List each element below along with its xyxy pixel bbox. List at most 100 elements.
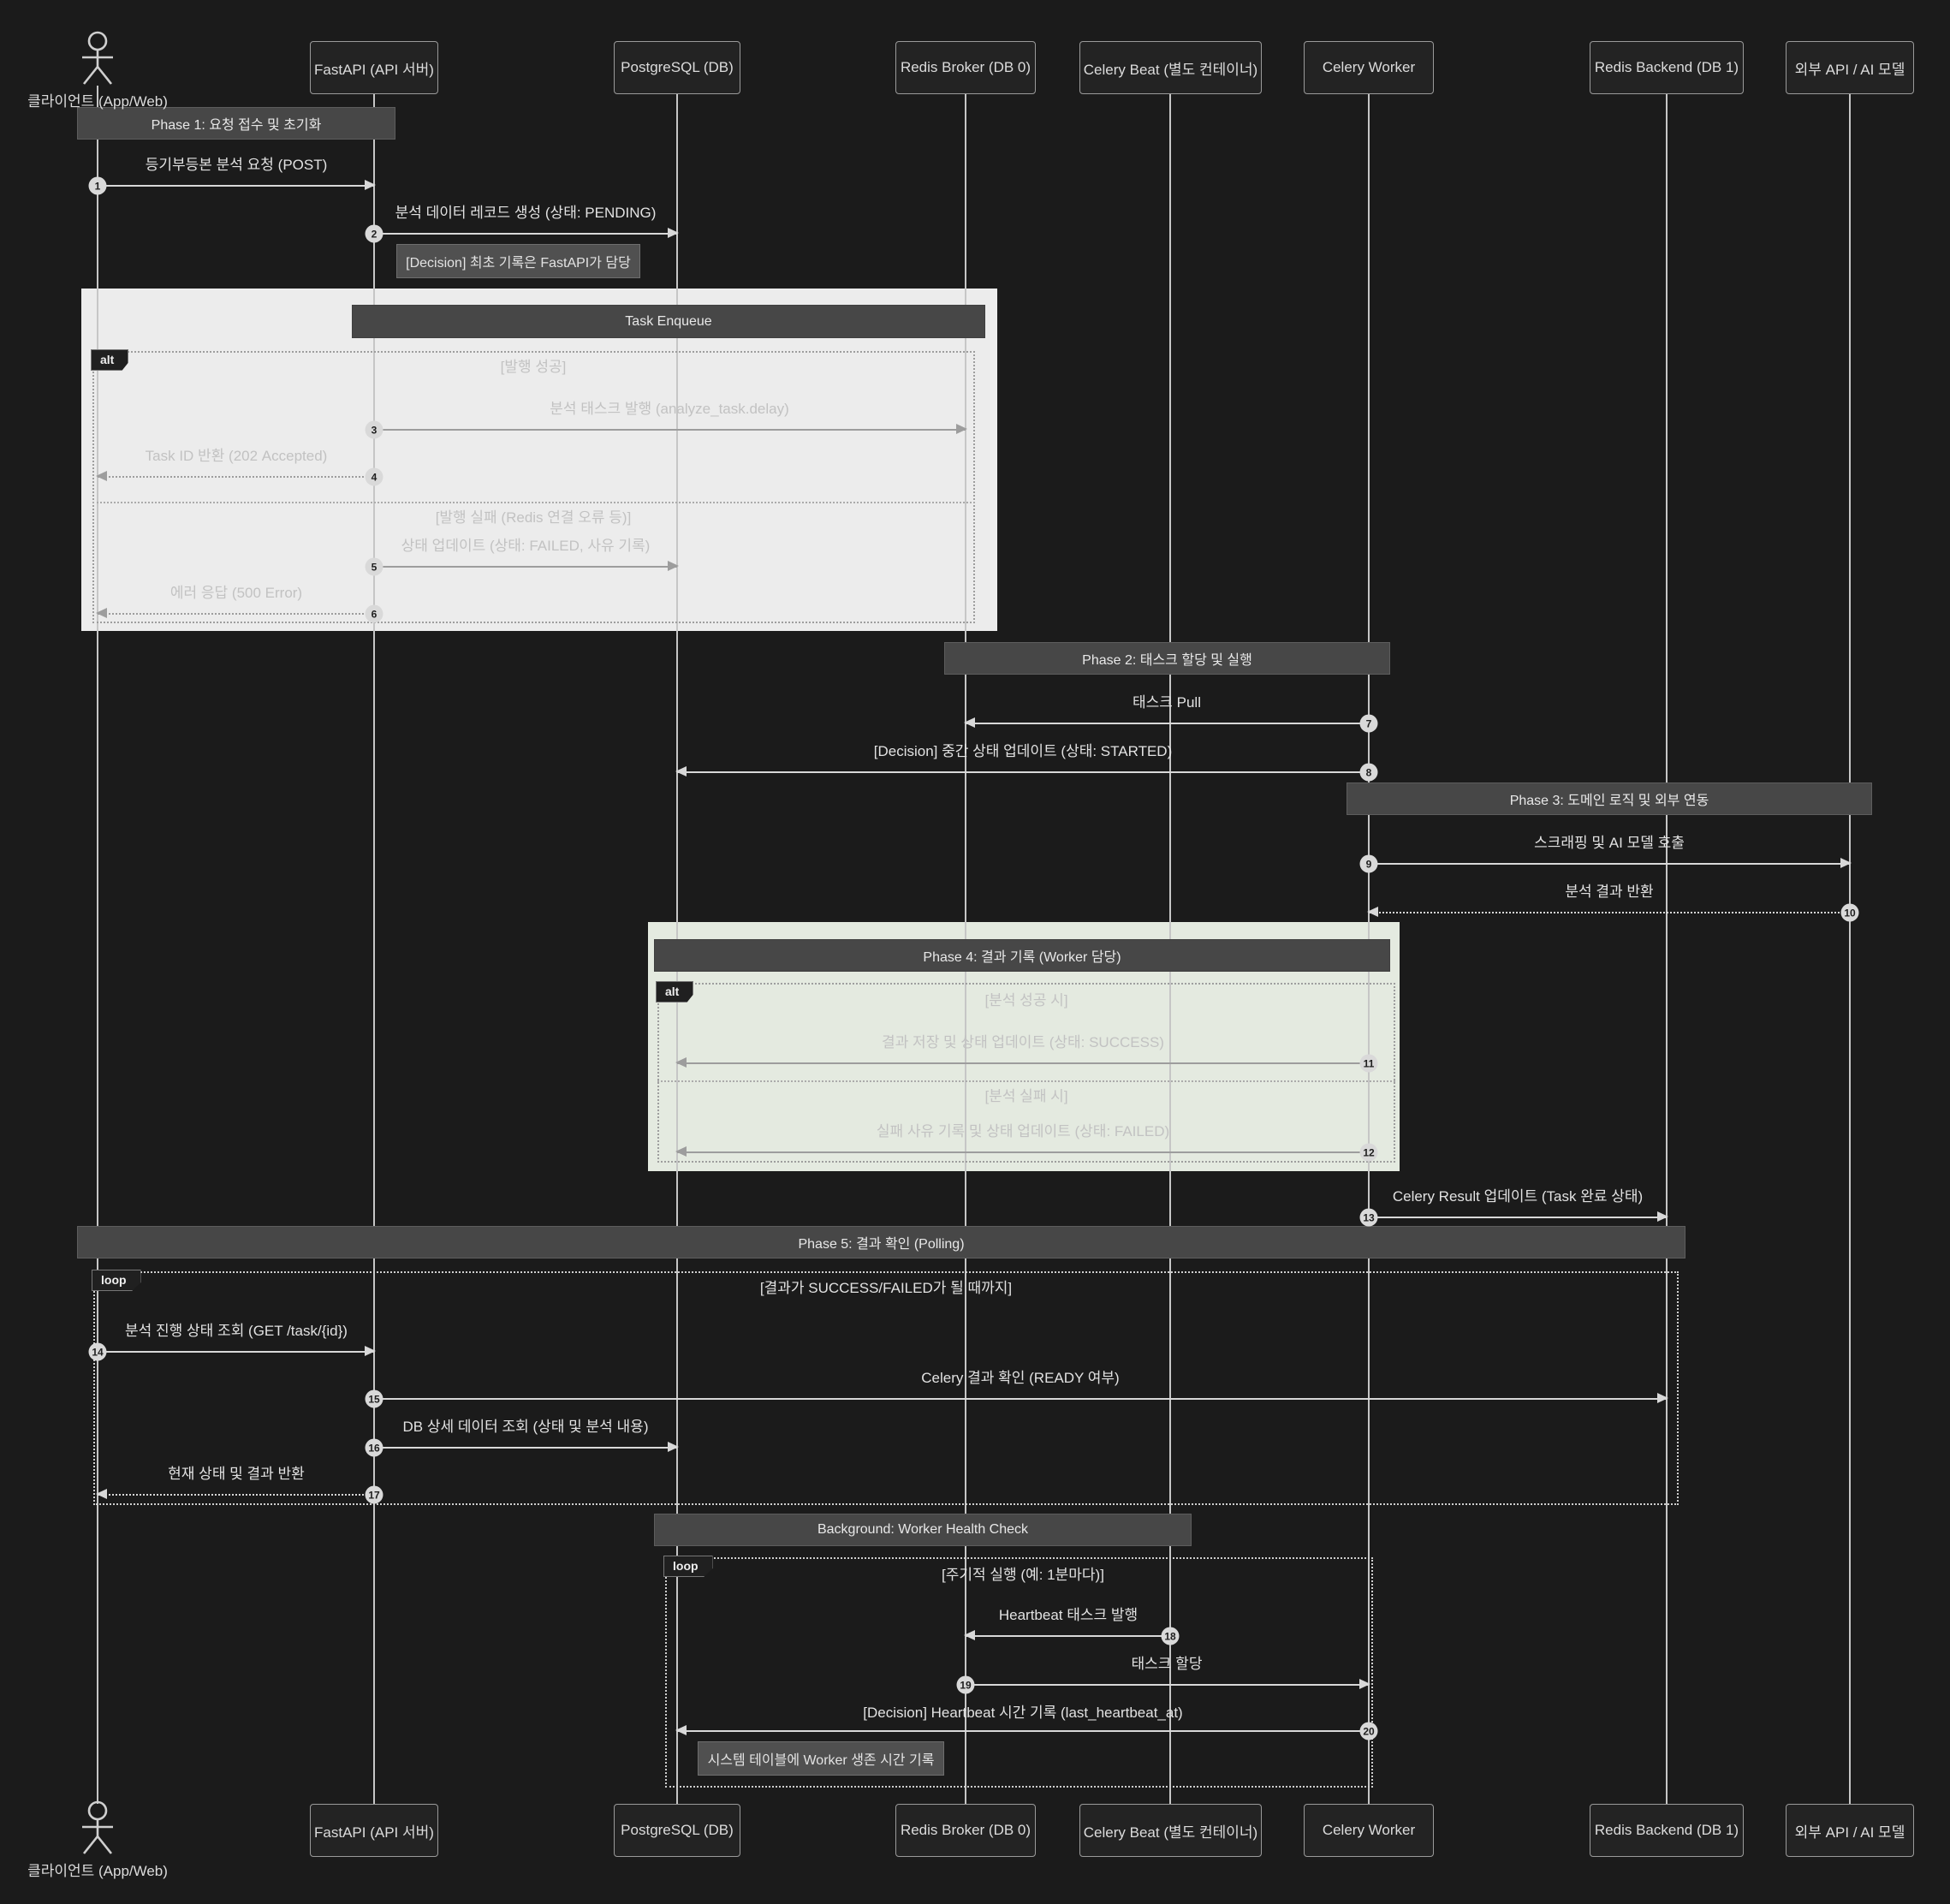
message-7-arrow <box>964 717 1369 728</box>
message-3-arrow <box>374 424 967 434</box>
message-8-number: 8 <box>1359 763 1378 782</box>
message-9-number: 9 <box>1359 854 1378 873</box>
participant-top-redis-backend: Redis Backend (DB 1) <box>1590 41 1744 94</box>
participant-top-redis-broker: Redis Broker (DB 0) <box>895 41 1036 94</box>
loop1-keyword-tab: loop <box>92 1270 141 1291</box>
phase4-bar: Phase 4: 결과 기록 (Worker 담당) <box>654 939 1390 972</box>
participant-top-celery-worker: Celery Worker <box>1304 41 1434 94</box>
alt1-divider <box>92 502 975 503</box>
message-8-label: [Decision] 중간 상태 업데이트 (상태: STARTED) <box>873 743 1173 759</box>
alt1-frame <box>92 351 975 623</box>
task-enqueue-block-background <box>81 289 997 631</box>
message-10-label: 분석 결과 반환 <box>1565 884 1654 900</box>
participant-bottom-fastapi: FastAPI (API 서버) <box>310 1804 438 1857</box>
client-actor-icon-top <box>82 31 113 85</box>
message-14-number: 14 <box>88 1342 107 1361</box>
alt2-case1-label: [분석 성공 시] <box>984 992 1068 1009</box>
decision-note-fastapi: [Decision] 최초 기록은 FastAPI가 담당 <box>396 244 640 278</box>
message-2-arrow <box>374 228 679 238</box>
worker-heartbeat-note: 시스템 테이블에 Worker 생존 시간 기록 <box>698 1741 944 1776</box>
lifeline-fastapi <box>373 94 375 1804</box>
loop2-frame <box>665 1557 1373 1788</box>
message-12-number: 12 <box>1359 1143 1378 1162</box>
loop1-frame <box>93 1271 1679 1505</box>
message-14-arrow <box>98 1346 376 1356</box>
message-2-number: 2 <box>365 224 383 243</box>
message-4-label: Task ID 반환 (202 Accepted) <box>145 448 328 464</box>
message-1-label: 등기부등본 분석 요청 (POST) <box>145 157 328 173</box>
message-3-number: 3 <box>365 420 383 439</box>
message-11-label: 결과 저장 및 상태 업데이트 (상태: SUCCESS) <box>882 1034 1164 1050</box>
message-12-label: 실패 사유 기록 및 상태 업데이트 (상태: FAILED) <box>876 1123 1170 1139</box>
message-16-arrow <box>374 1442 679 1452</box>
message-16-number: 16 <box>365 1438 383 1457</box>
participant-bottom-client: 클라이언트 (App/Web) <box>27 1863 168 1879</box>
message-12-arrow <box>675 1146 1369 1157</box>
message-20-arrow <box>675 1725 1369 1735</box>
message-11-arrow <box>675 1057 1369 1068</box>
participant-top-client: 클라이언트 (App/Web) <box>27 93 168 110</box>
task-enqueue-bar: Task Enqueue <box>352 305 985 338</box>
message-19-number: 19 <box>956 1675 975 1694</box>
message-17-arrow <box>96 1489 374 1499</box>
background-health-check-bar: Background: Worker Health Check <box>654 1514 1192 1546</box>
message-5-number: 5 <box>365 557 383 576</box>
participant-bottom-postgresql: PostgreSQL (DB) <box>614 1804 740 1857</box>
loop1-condition-label: [결과가 SUCCESS/FAILED가 될 때까지] <box>759 1280 1013 1296</box>
message-7-number: 7 <box>1359 714 1378 733</box>
message-18-number: 18 <box>1161 1627 1180 1645</box>
lifeline-client <box>97 86 98 1804</box>
participant-bottom-celery-worker: Celery Worker <box>1304 1804 1434 1857</box>
message-15-number: 15 <box>365 1389 383 1408</box>
message-4-arrow <box>96 471 374 481</box>
message-5-label: 상태 업데이트 (상태: FAILED, 사유 기록) <box>401 538 651 554</box>
message-14-label: 분석 진행 상태 조회 (GET /task/{id}) <box>125 1323 348 1339</box>
message-13-label: Celery Result 업데이트 (Task 완료 상태) <box>1392 1188 1644 1205</box>
message-18-arrow <box>964 1630 1170 1640</box>
message-6-arrow <box>96 608 374 618</box>
participant-top-fastapi: FastAPI (API 서버) <box>310 41 438 94</box>
message-1-arrow <box>98 180 376 190</box>
alt2-keyword-tab: alt <box>656 981 694 1003</box>
loop2-condition-label: [주기적 실행 (예: 1분마다)] <box>942 1567 1104 1583</box>
message-20-label: [Decision] Heartbeat 시간 기록 (last_heartbe… <box>863 1705 1183 1721</box>
message-2-label: 분석 데이터 레코드 생성 (상태: PENDING) <box>395 205 657 221</box>
participant-bottom-redis-broker: Redis Broker (DB 0) <box>895 1804 1036 1857</box>
message-11-number: 11 <box>1359 1054 1378 1073</box>
message-6-label: 에러 응답 (500 Error) <box>169 585 303 601</box>
lifeline-external-api <box>1849 94 1851 1804</box>
client-actor-icon-bottom <box>82 1800 113 1854</box>
alt1-case2-label: [발행 실패 (Redis 연결 오류 등)] <box>435 509 632 526</box>
message-15-label: Celery 결과 확인 (READY 여부) <box>921 1370 1120 1386</box>
alt1-case1-label: [발행 성공] <box>500 359 567 375</box>
message-17-number: 17 <box>365 1485 383 1504</box>
alt2-divider <box>657 1080 1395 1082</box>
phase2-bar: Phase 2: 태스크 할당 및 실행 <box>944 642 1390 675</box>
message-18-label: Heartbeat 태스크 발행 <box>998 1607 1138 1623</box>
alt2-case2-label: [분석 실패 시] <box>984 1088 1068 1104</box>
message-10-arrow <box>1367 907 1850 917</box>
message-13-number: 13 <box>1359 1208 1378 1227</box>
message-5-arrow <box>374 561 679 571</box>
message-4-number: 4 <box>365 467 383 486</box>
alt1-keyword-tab: alt <box>91 349 129 371</box>
message-9-label: 스크래핑 및 AI 모델 호출 <box>1534 835 1685 851</box>
phase5-bar: Phase 5: 결과 확인 (Polling) <box>77 1226 1685 1258</box>
message-8-arrow <box>675 766 1369 776</box>
message-17-label: 현재 상태 및 결과 반환 <box>168 1466 305 1482</box>
message-20-number: 20 <box>1359 1722 1378 1740</box>
message-7-label: 태스크 Pull <box>1133 694 1201 711</box>
message-19-arrow <box>966 1679 1370 1689</box>
participant-top-external-api: 외부 API / AI 모델 <box>1786 41 1914 94</box>
participant-bottom-external-api: 외부 API / AI 모델 <box>1786 1804 1914 1857</box>
message-15-arrow <box>374 1393 1668 1403</box>
message-6-number: 6 <box>365 604 383 623</box>
message-13-arrow <box>1369 1211 1668 1222</box>
participant-bottom-redis-backend: Redis Backend (DB 1) <box>1590 1804 1744 1857</box>
phase1-bar: Phase 1: 요청 접수 및 초기화 <box>77 107 395 140</box>
lifeline-redis-backend <box>1666 94 1668 1804</box>
message-9-arrow <box>1369 858 1852 868</box>
message-16-label: DB 상세 데이터 조회 (상태 및 분석 내용) <box>402 1419 649 1435</box>
message-19-label: 태스크 할당 <box>1131 1656 1203 1672</box>
